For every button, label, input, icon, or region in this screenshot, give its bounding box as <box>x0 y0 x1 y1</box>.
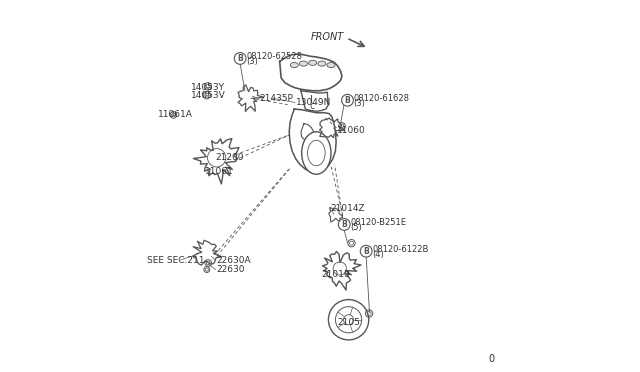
Text: c: c <box>309 101 315 111</box>
Text: 08120-B251E: 08120-B251E <box>351 218 406 227</box>
Text: (3): (3) <box>246 57 259 66</box>
Polygon shape <box>289 109 336 174</box>
Text: (4): (4) <box>372 250 384 259</box>
Circle shape <box>360 246 372 257</box>
Text: 0: 0 <box>488 354 495 364</box>
Text: 08120-6122B: 08120-6122B <box>372 245 429 254</box>
Text: 21200: 21200 <box>216 153 244 162</box>
Polygon shape <box>280 54 342 91</box>
Text: 08120-61628: 08120-61628 <box>354 94 410 103</box>
Text: 22630: 22630 <box>217 265 245 274</box>
Text: l: l <box>310 95 313 105</box>
Circle shape <box>342 94 353 106</box>
Ellipse shape <box>300 61 308 66</box>
Circle shape <box>339 219 350 230</box>
Text: 08120-62528: 08120-62528 <box>246 52 303 61</box>
Text: 11061: 11061 <box>205 167 234 176</box>
Ellipse shape <box>291 62 298 68</box>
Text: B: B <box>341 220 347 229</box>
Ellipse shape <box>318 61 326 66</box>
Text: (3): (3) <box>354 99 365 108</box>
Text: B: B <box>237 54 243 63</box>
Text: B: B <box>344 96 350 105</box>
Text: 11061A: 11061A <box>158 110 193 119</box>
Text: 14053Y: 14053Y <box>191 83 225 92</box>
Circle shape <box>328 299 369 340</box>
Text: 14053V: 14053V <box>191 91 226 100</box>
Ellipse shape <box>301 132 331 174</box>
Text: SEE SEC.211: SEE SEC.211 <box>147 256 205 264</box>
Text: (5): (5) <box>351 223 362 232</box>
Text: FRONT: FRONT <box>310 32 344 42</box>
Text: B: B <box>364 247 369 256</box>
Ellipse shape <box>327 62 335 68</box>
Text: 21014Z: 21014Z <box>330 204 365 213</box>
Text: 21435P: 21435P <box>259 93 293 103</box>
Text: 2105: 2105 <box>337 318 360 327</box>
Text: 13049N: 13049N <box>296 98 331 107</box>
Text: 22630A: 22630A <box>217 256 252 264</box>
Polygon shape <box>301 91 328 111</box>
Circle shape <box>234 52 246 64</box>
Text: 21010: 21010 <box>321 270 350 279</box>
Text: 11060: 11060 <box>337 126 365 135</box>
Ellipse shape <box>308 60 317 65</box>
